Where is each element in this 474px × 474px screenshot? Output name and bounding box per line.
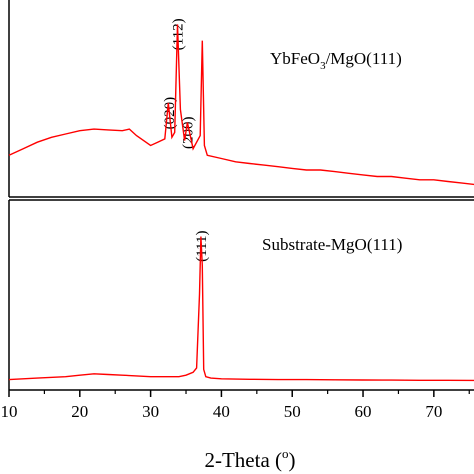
x-tick-label: 10 — [1, 402, 18, 421]
x-axis-title: 2-Theta (o) — [204, 446, 295, 472]
x-tick-label: 60 — [355, 402, 372, 421]
bottom-panel: Substrate-MgO(111) (111) — [8, 199, 474, 391]
top-panel-label: YbFeO3/MgO(111) — [270, 49, 402, 72]
bottom-series-line — [8, 236, 474, 382]
top-series-line — [8, 24, 474, 186]
x-tick-label: 70 — [425, 402, 442, 421]
x-tick-label: 50 — [284, 402, 301, 421]
x-tick-label: 40 — [213, 402, 230, 421]
bottom-panel-label: Substrate-MgO(111) — [262, 235, 402, 254]
x-tick-label: 30 — [142, 402, 159, 421]
peak-annotation: (200) — [180, 117, 196, 150]
x-tick-label: 20 — [71, 402, 88, 421]
x-axis-ticks: 10 20 30 40 50 60 70 — [1, 390, 470, 421]
top-panel: YbFeO3/MgO(111) (020)(112)(200) — [8, 0, 474, 198]
